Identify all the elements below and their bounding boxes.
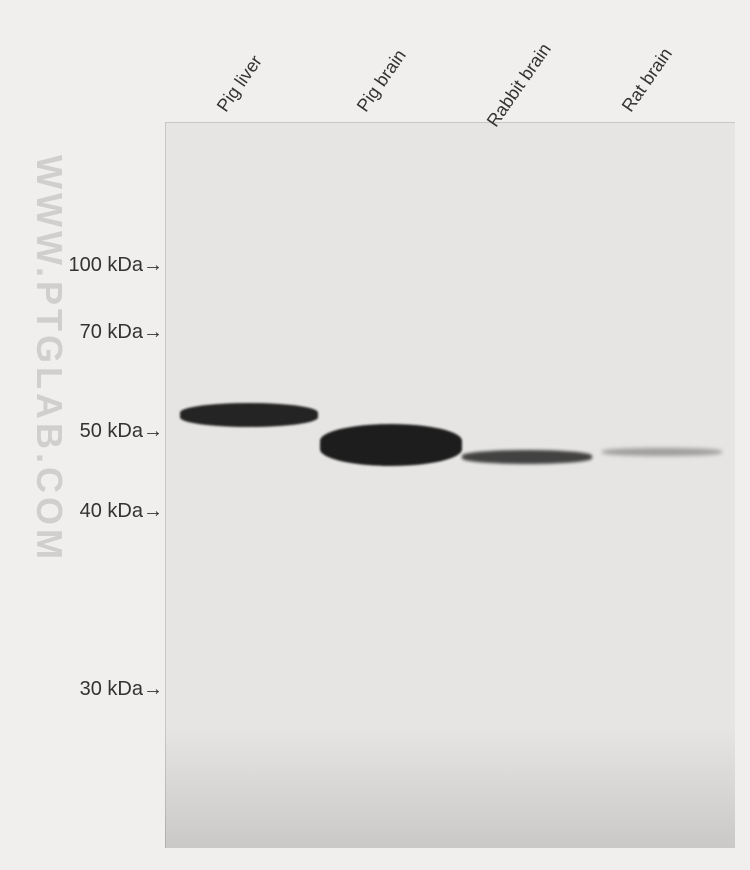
- marker-label-2: 50 kDa→: [80, 420, 163, 443]
- band-lane-1: [320, 424, 462, 466]
- lane-label-3: Rat brain: [618, 44, 677, 116]
- marker-label-0: 100 kDa→: [69, 254, 164, 277]
- marker-label-4: 30 kDa→: [80, 678, 163, 701]
- lane-label-1: Pig brain: [353, 46, 411, 116]
- watermark-text: WWW.PTGLAB.COM: [28, 155, 70, 563]
- lane-label-0: Pig liver: [213, 52, 267, 116]
- bottom-gradient: [165, 728, 735, 848]
- band-lane-2: [462, 450, 592, 464]
- band-lane-0: [180, 403, 318, 427]
- band-lane-3: [602, 448, 722, 456]
- lane-label-2: Rabbit brain: [483, 39, 556, 131]
- marker-label-1: 70 kDa→: [80, 321, 163, 344]
- marker-label-3: 40 kDa→: [80, 500, 163, 523]
- blot-figure: WWW.PTGLAB.COM Pig liver Pig brain Rabbi…: [0, 0, 750, 870]
